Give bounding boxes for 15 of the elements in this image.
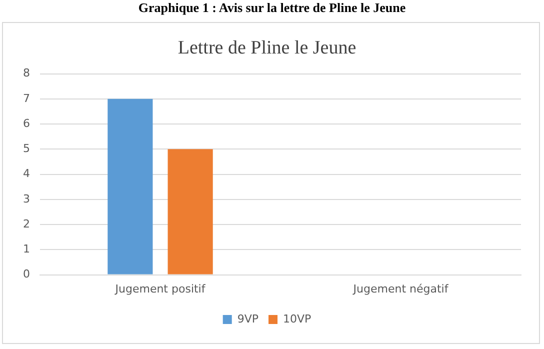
y-tick-label: 3 <box>23 192 30 206</box>
y-tick-label: 7 <box>23 92 30 105</box>
legend-label: 9VP <box>237 312 259 326</box>
y-tick-label: 8 <box>23 66 30 80</box>
y-tick-label: 6 <box>23 116 30 130</box>
y-tick-label: 5 <box>23 142 30 156</box>
y-tick-label: 1 <box>23 242 30 256</box>
chart-subtitle: Lettre de Pline le Jeune <box>178 37 356 58</box>
x-tick-label: Jugement positif <box>114 282 206 296</box>
x-tick-label: Jugement négatif <box>352 282 450 296</box>
legend-label: 10VP <box>283 312 312 326</box>
chart-title: Graphique 1 : Avis sur la lettre de Pline le Jeune <box>137 0 407 17</box>
y-tick-label: 2 <box>23 217 30 230</box>
y-tick-label: 4 <box>23 167 30 180</box>
y-tick-label: 0 <box>23 268 30 281</box>
